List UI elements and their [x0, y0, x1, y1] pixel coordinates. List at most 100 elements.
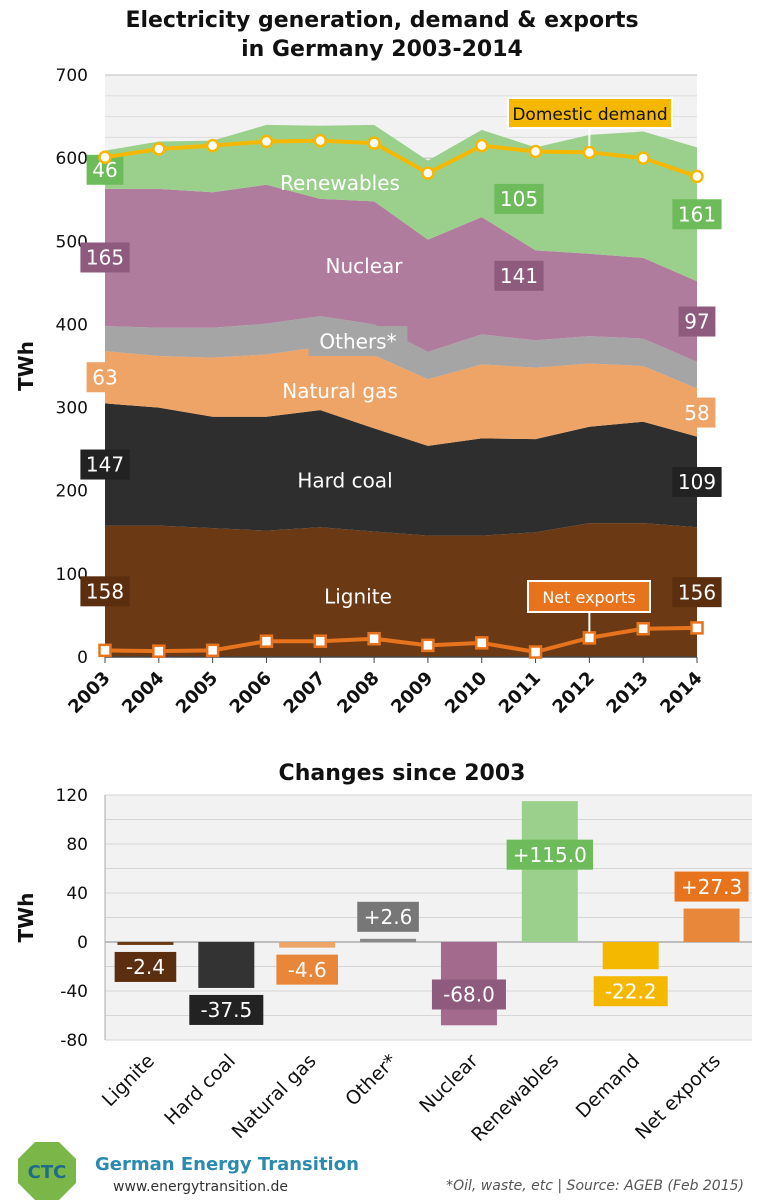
- x-tick-label: 2008: [333, 668, 383, 718]
- x-tick-label: Nuclear: [415, 1050, 482, 1117]
- y-tick-label: 0: [77, 648, 88, 668]
- first-value-label: 63: [92, 365, 117, 389]
- x-tick-label: 2006: [226, 668, 276, 718]
- line-1: [104, 625, 698, 655]
- ctc-logo: CTC: [18, 1142, 76, 1200]
- x-tick-label: Renewables: [467, 1050, 563, 1146]
- area-renewables: [105, 124, 697, 282]
- last-value-label: 161: [678, 202, 716, 226]
- bar-value-label-box: [114, 951, 177, 982]
- demand-point: [636, 151, 650, 165]
- bar-lignite: [117, 942, 174, 945]
- mid-value-label-box: [494, 260, 544, 291]
- last-value-label-box: [678, 397, 716, 428]
- last-value-label: 58: [684, 401, 709, 425]
- bar-value-label: +27.3: [681, 875, 742, 899]
- first-value-label: 165: [86, 246, 124, 270]
- last-value-label-box: [678, 306, 716, 337]
- bar-value-label-box: [276, 954, 338, 985]
- demand-point: [528, 144, 543, 159]
- exports-point: [259, 634, 274, 648]
- y-tick-label: 700: [56, 66, 88, 86]
- mid-value-label-box: [494, 183, 544, 214]
- mid-value-label: 141: [500, 264, 538, 288]
- y-tick-label: 100: [56, 565, 88, 585]
- x-tick-label: 2007: [280, 668, 330, 718]
- bottom-chart-title: Changes since 2003: [279, 761, 526, 786]
- exports-point: [367, 631, 381, 646]
- demand-point: [367, 136, 381, 150]
- y-axis-label: TWh: [14, 341, 38, 391]
- exports-point: [152, 644, 166, 658]
- x-tick-label: Demand: [572, 1050, 645, 1123]
- bar-value-label: -68.0: [443, 983, 495, 1007]
- y-tick-label: 300: [56, 399, 88, 419]
- first-value-label-box: [80, 449, 130, 480]
- bar-net-exports: [683, 908, 740, 942]
- footer: CTC German Energy Transition www.energyt…: [18, 1142, 744, 1200]
- first-value-label-box: [80, 242, 130, 273]
- series-label: Natural gas: [282, 379, 398, 403]
- footer-url[interactable]: www.energytransition.de: [113, 1179, 288, 1195]
- top-chart-title-line-2: in Germany 2003-2014: [241, 37, 523, 62]
- y-tick-label: 0: [77, 933, 88, 953]
- y-tick-label: 400: [56, 315, 88, 335]
- last-value-label: 156: [678, 580, 716, 604]
- x-tick-label: Hard coal: [160, 1050, 240, 1130]
- y-tick-label: 40: [66, 884, 88, 904]
- exports-point: [582, 631, 597, 645]
- series-label: Renewables: [280, 171, 400, 195]
- first-value-label-box: [80, 576, 130, 607]
- bar-value-label: -22.2: [605, 979, 657, 1003]
- footer-source: *Oil, waste, etc | Source: AGEB (Feb 201…: [446, 1178, 744, 1194]
- last-value-label-box: [672, 577, 722, 608]
- exports-point: [636, 621, 650, 636]
- demand-point: [205, 138, 220, 153]
- exports-callout-box: [527, 580, 651, 613]
- ctc-logo-text: CTC: [28, 1162, 67, 1183]
- x-tick-label: Other*: [341, 1050, 401, 1110]
- bar-value-label: -2.4: [126, 955, 165, 979]
- first-value-label-box: [86, 362, 124, 393]
- bar-value-label: +2.6: [364, 905, 413, 929]
- bar-value-label-box: [593, 976, 668, 1007]
- demand-point: [259, 134, 274, 149]
- demand-point: [152, 142, 166, 156]
- bar-value-label-box: [357, 901, 419, 932]
- line-0: [104, 138, 698, 179]
- y-axis-label: TWh: [14, 893, 38, 943]
- last-value-label-box: [672, 199, 722, 230]
- y-tick-label: -80: [60, 1031, 88, 1051]
- exports-point: [690, 621, 704, 635]
- bar-renewables: [521, 801, 578, 942]
- bar-natural-gas: [279, 942, 336, 948]
- y-tick-label: 80: [66, 835, 88, 855]
- y-tick-label: -40: [60, 982, 88, 1002]
- x-tick-label: 2012: [549, 668, 599, 718]
- exports-point: [528, 645, 543, 659]
- exports-point: [313, 634, 328, 648]
- x-tick-label: 2009: [387, 668, 437, 718]
- first-value-label: 147: [86, 453, 124, 477]
- area-lignite: [105, 523, 697, 657]
- last-value-label-box: [672, 466, 722, 497]
- bar-value-label-box: [431, 979, 506, 1010]
- y-tick-label: 500: [56, 232, 88, 252]
- demand-callout-label: Domestic demand: [512, 105, 667, 125]
- series-label-3-box: [308, 326, 408, 357]
- series-label: Lignite: [324, 584, 392, 608]
- bar-value-label-box: [506, 839, 594, 870]
- demand-point: [98, 150, 112, 165]
- y-tick-label: 200: [56, 482, 88, 502]
- area-hard-coal: [105, 403, 697, 536]
- bar-hard-coal: [198, 942, 255, 988]
- demand-point: [421, 166, 435, 180]
- last-value-label: 97: [684, 310, 709, 334]
- first-value-label: 158: [86, 580, 124, 604]
- x-tick-label: Natural gas: [228, 1050, 321, 1143]
- x-tick-label: 2010: [441, 668, 491, 718]
- footer-brand: German Energy Transition: [95, 1154, 359, 1175]
- exports-point: [474, 636, 489, 650]
- bar-other-: [360, 938, 417, 942]
